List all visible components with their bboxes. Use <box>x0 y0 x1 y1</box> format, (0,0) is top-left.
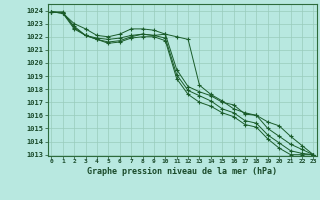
X-axis label: Graphe pression niveau de la mer (hPa): Graphe pression niveau de la mer (hPa) <box>87 167 277 176</box>
